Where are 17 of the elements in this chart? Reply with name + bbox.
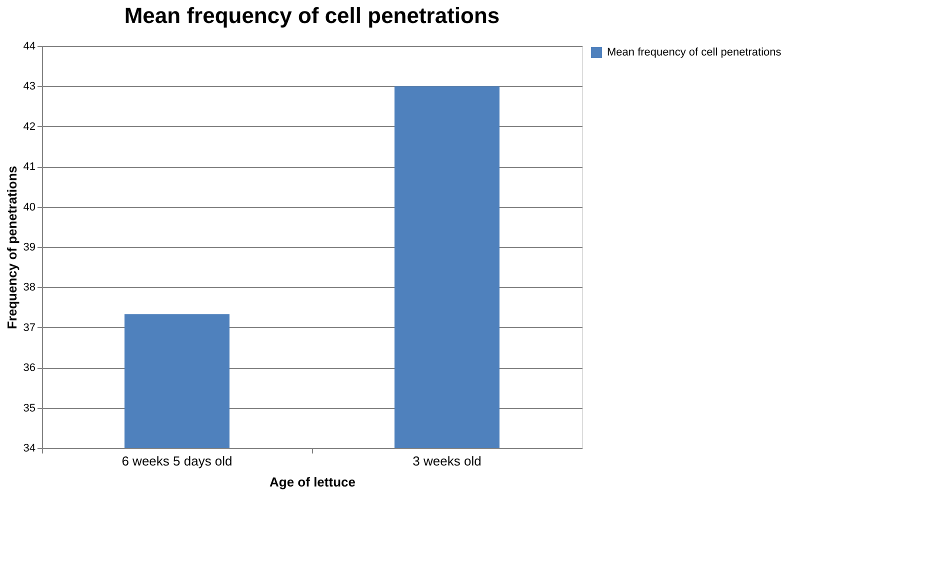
y-tick-label: 44 xyxy=(23,40,36,52)
y-tick-label: 41 xyxy=(23,161,36,174)
y-tick-label: 43 xyxy=(23,80,36,93)
x-axis-title: Age of lettuce xyxy=(270,474,356,490)
y-tick-label: 42 xyxy=(23,120,36,133)
y-tick-label: 38 xyxy=(23,282,36,294)
y-tick-label: 40 xyxy=(23,201,36,214)
y-tick-label: 35 xyxy=(23,402,36,414)
chart-title: Mean frequency of cell penetrations xyxy=(124,3,500,28)
x-tick-label: 6 weeks 5 days old xyxy=(122,454,232,468)
y-tick-label: 36 xyxy=(23,362,36,374)
y-tick-label: 37 xyxy=(23,322,36,334)
legend-label: Mean frequency of cell penetrations xyxy=(607,46,782,58)
y-tick-label: 34 xyxy=(23,442,36,454)
y-tick-label: 39 xyxy=(23,242,36,254)
x-tick-label: 3 weeks old xyxy=(412,454,482,468)
y-axis-title: Frequency of penetrations xyxy=(4,166,20,330)
